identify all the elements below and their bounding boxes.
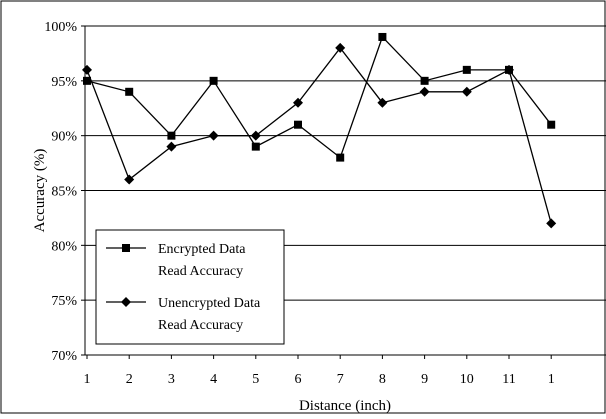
- series-1-point-3: [208, 130, 219, 141]
- y-tick-label-2: 80%: [51, 239, 77, 254]
- y-tick-label-1: 75%: [51, 294, 77, 309]
- x-tick-label-0: 1: [84, 372, 91, 387]
- series-1-point-6: [335, 42, 346, 53]
- series-0-point-1: [125, 87, 134, 96]
- series-1-point-7: [377, 97, 388, 108]
- legend-label-1-1: Read Accuracy: [158, 318, 243, 333]
- legend-marker-1: [121, 297, 131, 307]
- x-tick-label-6: 7: [337, 372, 344, 387]
- y-tick-label-0: 70%: [51, 349, 77, 364]
- series-0-point-6: [336, 153, 345, 162]
- x-tick-label-4: 5: [252, 372, 259, 387]
- series-0-point-8: [420, 76, 429, 85]
- x-tick-label-9: 10: [460, 372, 474, 387]
- series-1-line: [86, 46, 552, 224]
- series-1-point-11: [546, 218, 557, 229]
- series-0-point-2: [167, 131, 176, 140]
- y-tick-label-4: 90%: [51, 130, 77, 145]
- series-0-point-4: [251, 142, 260, 151]
- legend-label-0-0: Encrypted Data: [158, 242, 246, 257]
- x-tick-label-11: 1: [548, 372, 555, 387]
- x-tick-label-8: 9: [421, 372, 428, 387]
- x-tick-label-2: 3: [168, 372, 175, 387]
- y-tick-label-3: 85%: [51, 185, 77, 200]
- series-1-point-2: [166, 141, 177, 152]
- series-1-point-1: [124, 174, 135, 185]
- y-tick-label-5: 95%: [51, 75, 77, 90]
- series-0-point-11: [547, 120, 556, 129]
- series-1-point-0: [82, 64, 92, 75]
- series-1-point-8: [419, 86, 430, 97]
- series-1-point-4: [250, 130, 261, 141]
- x-tick-label-5: 6: [295, 372, 302, 387]
- series-1-point-10: [504, 64, 514, 75]
- y-axis-label: Accuracy (%): [32, 149, 48, 233]
- x-tick-label-7: 8: [379, 372, 386, 387]
- x-tick-label-3: 4: [210, 372, 217, 387]
- series-0-point-3: [209, 76, 218, 85]
- legend-marker-0: [122, 244, 130, 252]
- x-tick-label-1: 2: [126, 372, 133, 387]
- series-0-point-0: [83, 76, 91, 85]
- series-0-point-7: [378, 32, 387, 41]
- series-1-point-5: [293, 97, 303, 108]
- x-tick-label-10: 11: [502, 372, 515, 387]
- y-tick-label-6: 100%: [44, 20, 77, 35]
- series-0-point-9: [462, 65, 471, 74]
- x-axis-label: Distance (inch): [299, 398, 391, 414]
- legend-label-0-1: Read Accuracy: [158, 264, 243, 279]
- legend-label-1-0: Unencrypted Data: [158, 296, 261, 311]
- series-0-point-5: [294, 120, 302, 129]
- series-0-line: [86, 35, 552, 159]
- series-1-point-9: [461, 86, 472, 97]
